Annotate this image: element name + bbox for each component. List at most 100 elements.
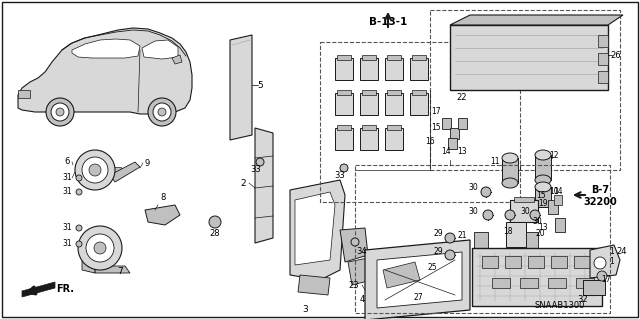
Bar [387,55,401,60]
Bar [18,90,30,98]
Bar [520,278,538,288]
Bar [583,280,605,295]
Ellipse shape [535,150,551,160]
Text: 23: 23 [349,280,359,290]
Bar [514,197,534,202]
Polygon shape [110,162,140,182]
Text: 1: 1 [610,257,614,266]
Bar [502,158,518,183]
Bar [337,90,351,95]
Circle shape [530,210,540,220]
Bar [598,35,608,47]
Bar [506,222,526,247]
Text: FR.: FR. [56,284,74,294]
Text: 31: 31 [62,188,72,197]
Circle shape [76,189,82,195]
Text: 8: 8 [160,194,166,203]
Bar [474,232,488,250]
Circle shape [594,257,606,269]
Text: B-13-1: B-13-1 [369,17,407,27]
Text: 31: 31 [62,174,72,182]
Bar [526,232,538,250]
Bar [492,278,510,288]
Text: 4: 4 [360,295,365,305]
Bar [472,248,602,306]
Polygon shape [255,128,273,243]
Text: 15: 15 [431,123,441,132]
Circle shape [46,98,74,126]
Bar [442,118,451,129]
Text: 27: 27 [413,293,423,302]
Bar [450,128,459,139]
Text: 32200: 32200 [583,197,617,207]
Circle shape [351,238,359,246]
Polygon shape [82,258,95,273]
Bar [548,200,558,214]
Polygon shape [172,55,182,64]
Circle shape [505,210,515,220]
Text: 17: 17 [431,108,441,116]
Polygon shape [290,180,345,280]
Text: 33: 33 [335,170,346,180]
Text: SNAAB1300: SNAAB1300 [535,300,585,309]
Text: 12: 12 [549,151,559,160]
Text: 30: 30 [532,218,542,226]
Bar [551,256,567,268]
Text: 19: 19 [538,199,548,209]
Circle shape [445,250,455,260]
Text: 14: 14 [553,188,563,197]
Ellipse shape [535,175,551,185]
Bar [362,90,376,95]
Bar [335,58,353,80]
Bar [385,128,403,150]
Bar [355,165,610,313]
Text: 10: 10 [549,188,559,197]
Text: 3: 3 [302,306,308,315]
Bar [360,93,378,115]
Bar [535,187,551,207]
Text: 11: 11 [490,158,500,167]
Polygon shape [295,192,335,265]
Circle shape [86,234,114,262]
Bar [535,155,551,180]
Text: 21: 21 [457,232,467,241]
Circle shape [597,271,607,281]
Polygon shape [142,40,178,59]
Bar [337,125,351,130]
Text: 33: 33 [251,166,261,174]
Bar [576,278,594,288]
Polygon shape [365,240,470,319]
Bar [387,90,401,95]
Text: 9: 9 [145,159,150,167]
Polygon shape [450,25,608,90]
Text: 32: 32 [578,295,588,305]
Text: 28: 28 [210,228,220,238]
Circle shape [153,103,171,121]
Bar [555,218,565,232]
Circle shape [89,164,101,176]
Circle shape [158,108,166,116]
Text: 17: 17 [601,276,611,285]
Bar [505,256,521,268]
Bar [412,55,426,60]
Bar [337,55,351,60]
Bar [458,118,467,129]
Bar [598,53,608,65]
Bar [335,93,353,115]
Text: 22: 22 [457,93,467,102]
Bar [362,125,376,130]
Bar [320,42,520,202]
Bar [598,71,608,83]
Text: 13: 13 [538,224,548,233]
Circle shape [209,216,221,228]
Bar [410,93,428,115]
Circle shape [76,225,82,231]
Text: 25: 25 [427,263,437,272]
Circle shape [82,157,108,183]
Ellipse shape [502,153,518,163]
Bar [410,58,428,80]
Text: 13: 13 [457,147,467,157]
Polygon shape [348,258,372,285]
Circle shape [481,187,491,197]
Text: 34: 34 [356,248,367,256]
